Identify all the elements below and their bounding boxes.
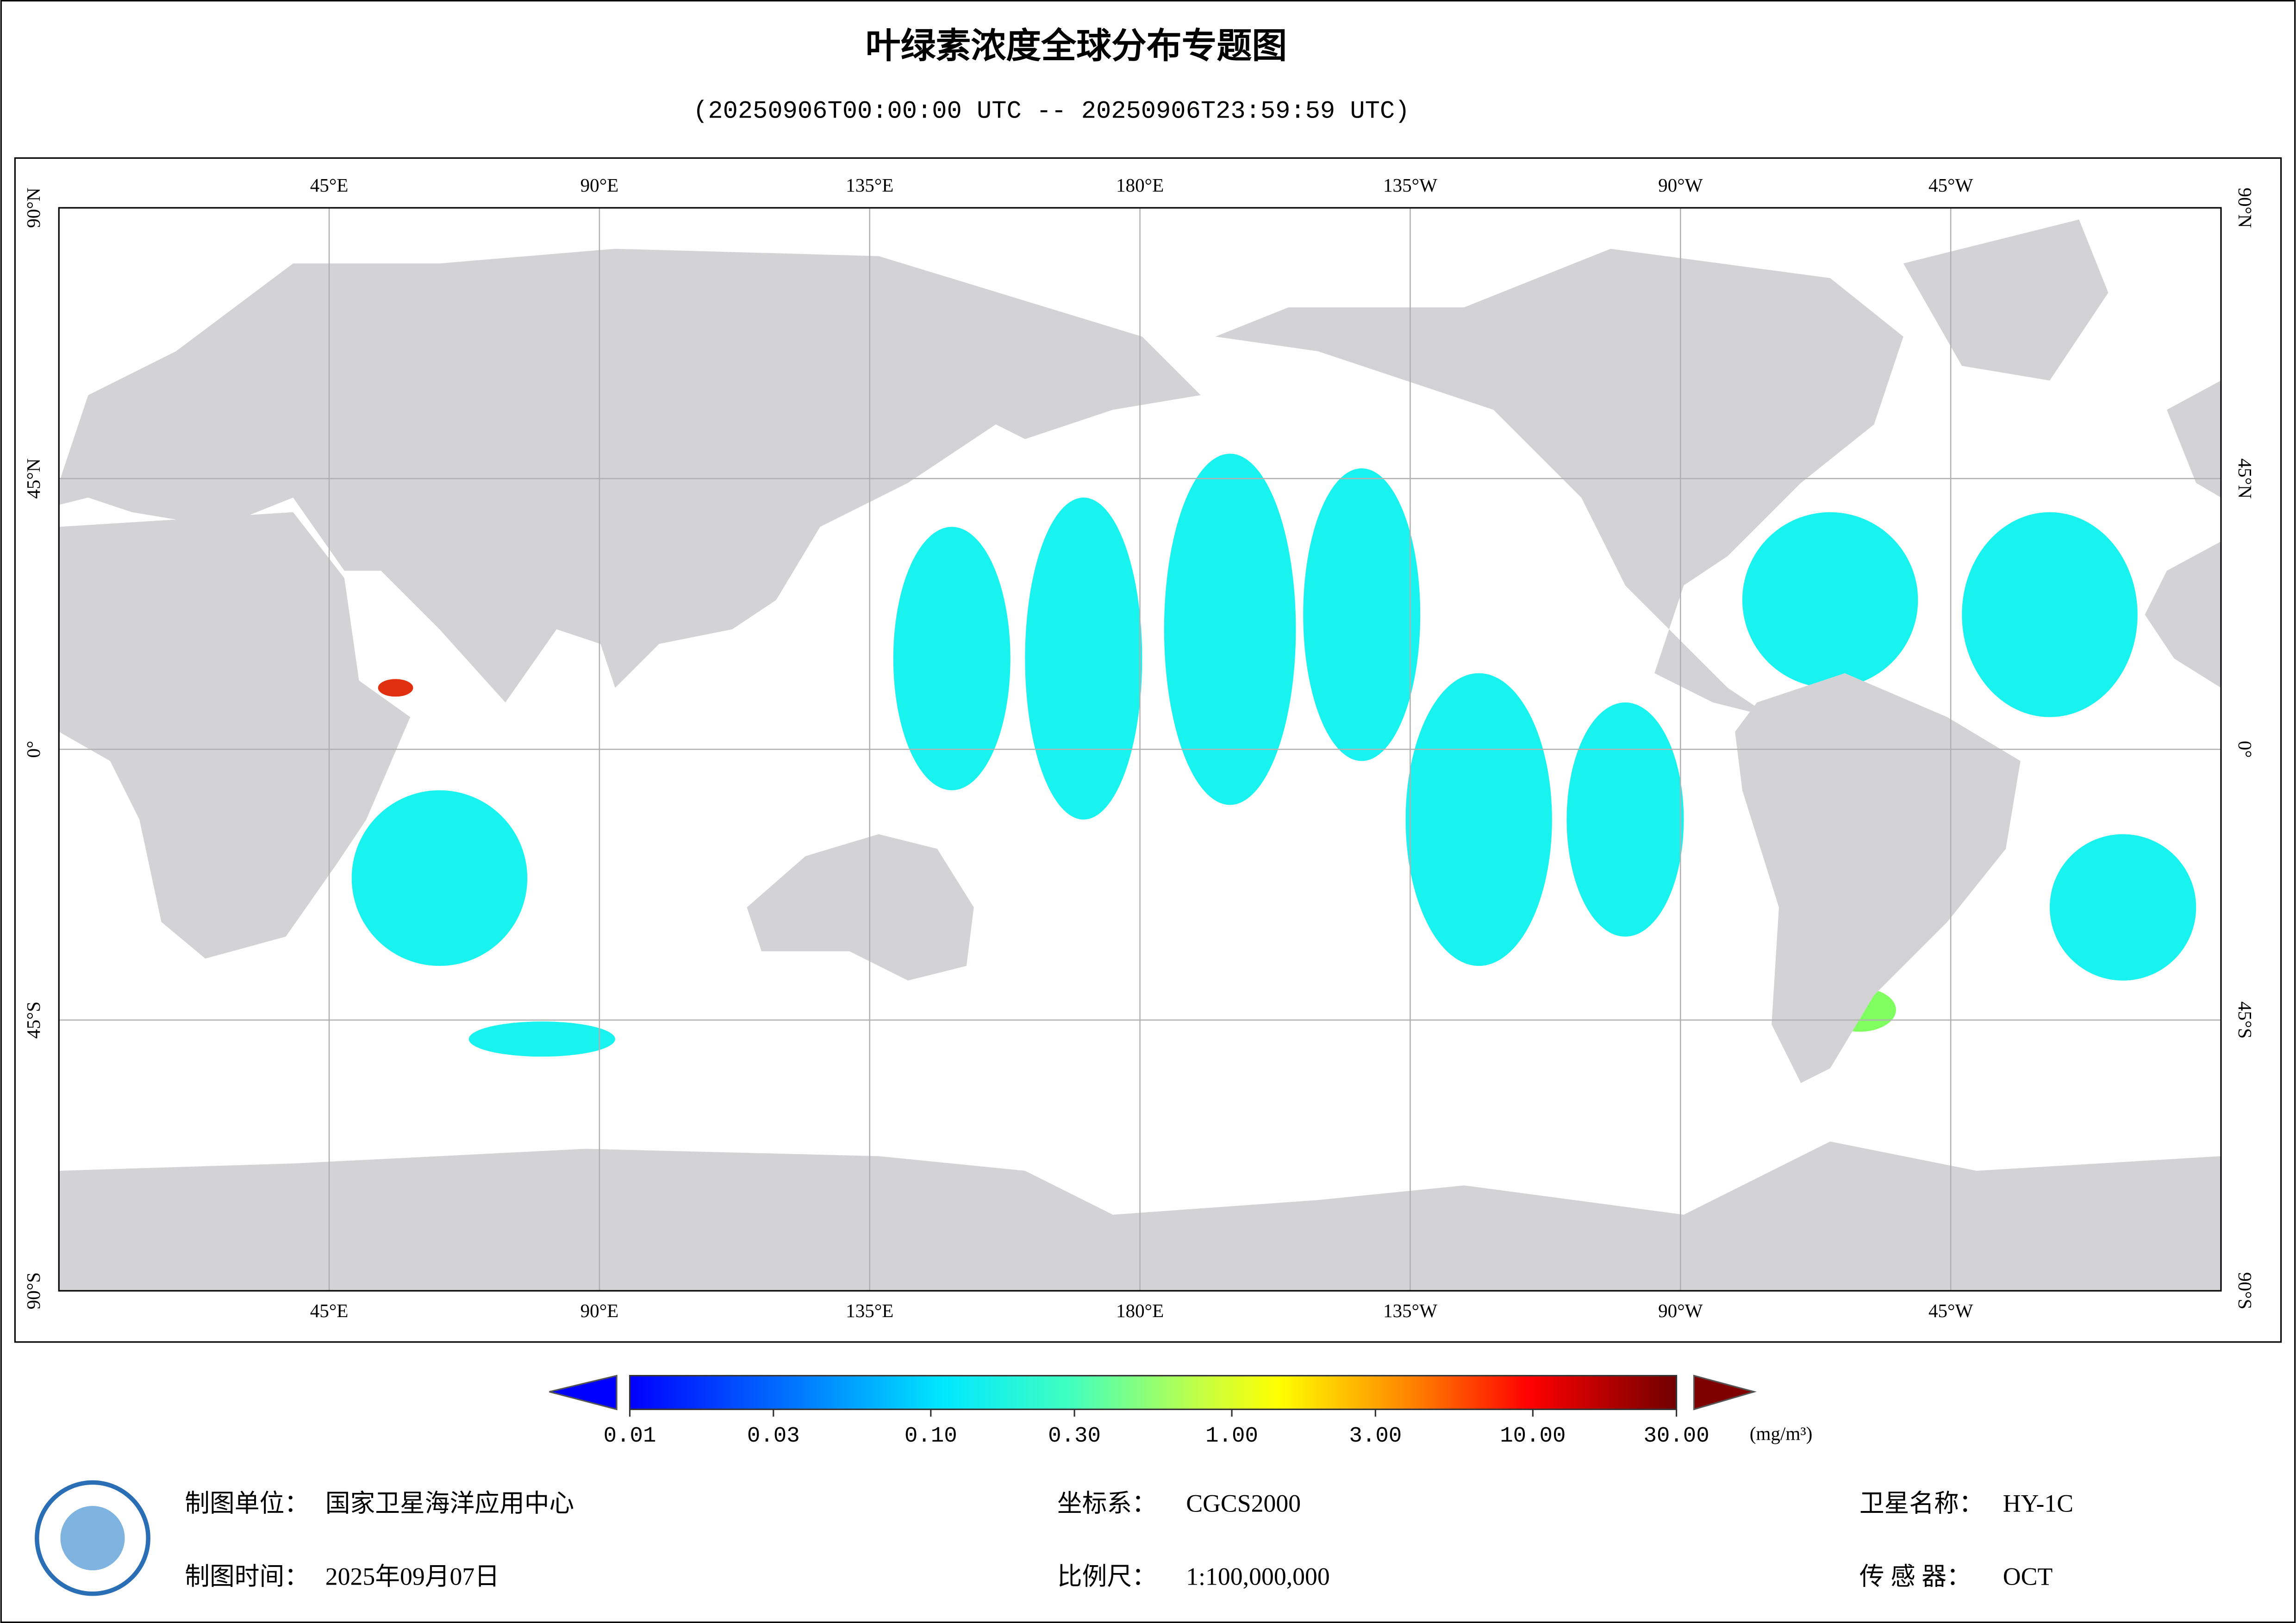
graticule: 45°E 45°E 90°E 90°E 135°E 135°E 180°E 180°E 135°… [23,174,2256,1321]
south-america [1735,673,2021,1083]
lat-label: 45°S [23,1001,44,1038]
footer-label: 制图时间： [185,1562,309,1590]
footer-label: 卫星名称： [1859,1489,1984,1517]
footer-label: 制图单位： [185,1489,309,1517]
lon-label: 135°E [846,174,893,196]
colorbar-low-arrow [549,1374,618,1411]
lon-label: 135°W [1383,174,1437,196]
patch [1962,512,2138,717]
patch [1303,468,1421,761]
africa [59,512,411,959]
patch [468,1021,615,1057]
lon-label: 90°E [580,174,619,196]
north-america [1215,249,1903,717]
footer-value: OCT [2003,1562,2053,1590]
lat-label: 90°N [23,187,44,228]
colorbar-unit: (mg/m³) [1750,1423,1813,1445]
chlorophyll-patches [351,393,2196,1057]
patch [1405,673,1552,966]
patch [1742,512,1918,688]
colorbar-tick-label: 0.01 [604,1424,656,1449]
europe-west [2166,380,2221,498]
colorbar-gradient [629,1374,1678,1410]
footer-label: 比例尺： [1057,1562,1157,1590]
footer-value: CGCS2000 [1186,1489,1301,1517]
footer: 制图单位： 国家卫星海洋应用中心 制图时间： 2025年09月07日 坐标系： … [35,1480,2073,1596]
lon-label: 45°E [310,174,349,196]
logo-globe [60,1506,125,1571]
lat-label: 90°S [23,1272,44,1309]
lon-label: 45°W [1928,1300,1973,1321]
lon-label: 180°E [1116,174,1164,196]
west-africa [2145,541,2221,688]
colorbar-tick-label: 0.03 [747,1424,800,1449]
colorbar-tick-label: 3.00 [1349,1424,1402,1449]
lon-label: 90°W [1658,174,1703,196]
eurasia [59,249,1201,703]
patch [1164,454,1296,805]
patch [893,527,1011,790]
patch [2049,834,2196,981]
lon-label: 45°E [310,1300,349,1321]
colorbar-tick-label: 1.00 [1205,1424,1258,1449]
australia [747,834,974,981]
colorbar: (mg/m³) 0.01 0.03 0.10 0.30 1.00 3.00 10.00 30.… [549,1374,1813,1449]
lon-label: 135°E [846,1300,893,1321]
lat-label: 45°N [2234,458,2256,498]
lon-label: 90°E [580,1300,619,1321]
patch [1566,702,1684,937]
lat-label: 90°S [2234,1272,2256,1309]
map: 45°E 45°E 90°E 90°E 135°E 135°E 180°E 180°E 135°… [23,174,2256,1321]
greenland [1903,219,2109,381]
footer-value: 1:100,000,000 [1186,1562,1330,1590]
colorbar-tick-label: 30.00 [1643,1424,1709,1449]
map-border [58,207,2222,1292]
lat-label: 0° [23,741,44,758]
lon-label: 135°W [1383,1300,1437,1321]
colorbar-tick-label: 0.30 [1048,1424,1101,1449]
colorbar-tick-label: 10.00 [1500,1424,1566,1449]
lat-label: 45°N [23,458,44,498]
lat-label: 45°S [2234,1001,2256,1038]
colorbar-tick-label: 0.10 [905,1424,957,1449]
subtitle: (20250906T00:00:00 UTC -- 20250906T23:59… [693,98,1410,126]
lon-label: 90°W [1658,1300,1703,1321]
colorbar-high-arrow [1693,1374,1757,1411]
footer-label: 坐标系： [1057,1489,1157,1517]
lat-label: 90°N [2234,187,2256,228]
map-frame [14,157,2282,1343]
lon-label: 45°W [1928,174,1973,196]
footer-label: 传 感 器： [1859,1562,1972,1590]
patch [378,679,413,697]
lat-label: 0° [2234,741,2256,758]
patch [1025,497,1142,820]
lon-label: 180°E [1116,1300,1164,1321]
title: 叶绿素浓度全球分布专题图 [866,27,1287,66]
patch [351,790,528,966]
footer-value: 2025年09月07日 [325,1562,499,1590]
footer-value: 国家卫星海洋应用中心 [325,1489,574,1517]
footer-value: HY-1C [2003,1489,2073,1517]
